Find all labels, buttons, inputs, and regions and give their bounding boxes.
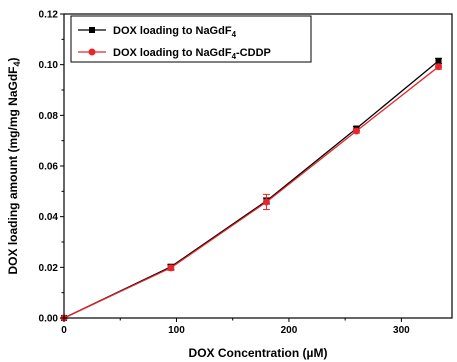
legend-box (70, 15, 312, 63)
y-tick-label-2: 0.04 (39, 212, 59, 223)
series-2-point-4 (435, 63, 443, 71)
x-tick-label-1: 100 (168, 325, 185, 336)
x-tick-label-0: 0 (61, 325, 67, 336)
y-tick-label-4: 0.08 (39, 111, 59, 122)
y-tick-label-3: 0.06 (39, 162, 59, 173)
x-tick-label-3: 300 (393, 325, 410, 336)
x-axis-title: DOX Concentration (µM) (189, 346, 328, 360)
legend-marker-series-1 (89, 27, 95, 33)
legend-label-series-1: DOX loading to NaGdF4 (113, 25, 237, 39)
legend-label-series-2: DOX loading to NaGdF4-CDDP (113, 47, 271, 61)
series-2-point-3 (352, 127, 360, 135)
series-1-line (63, 60, 439, 319)
y-axis-title-sub: 4 (12, 61, 22, 66)
series-1-point-4 (435, 57, 442, 64)
y-tick-label-5: 0.10 (39, 60, 59, 71)
y-axis-title-close: ) (6, 57, 20, 61)
series-2-point-2 (262, 198, 270, 206)
y-tick-label-0: 0.00 (39, 314, 59, 325)
series-2-line (63, 66, 439, 319)
y-tick-label-1: 0.02 (39, 263, 59, 274)
legend-marker-series-2 (88, 48, 96, 56)
series-2-point-1 (167, 264, 175, 272)
series-2 (60, 63, 443, 322)
legend: DOX loading to NaGdF4 DOX loading to NaG… (70, 15, 312, 63)
series-1 (61, 57, 443, 321)
y-axis-title: DOX loading amount (mg/mg NaGdF4) (6, 57, 22, 274)
y-axis-title-main: DOX loading amount (mg/mg NaGdF (6, 67, 20, 275)
y-tick-label-6: 0.12 (39, 10, 59, 21)
x-tick-label-2: 200 (281, 325, 298, 336)
